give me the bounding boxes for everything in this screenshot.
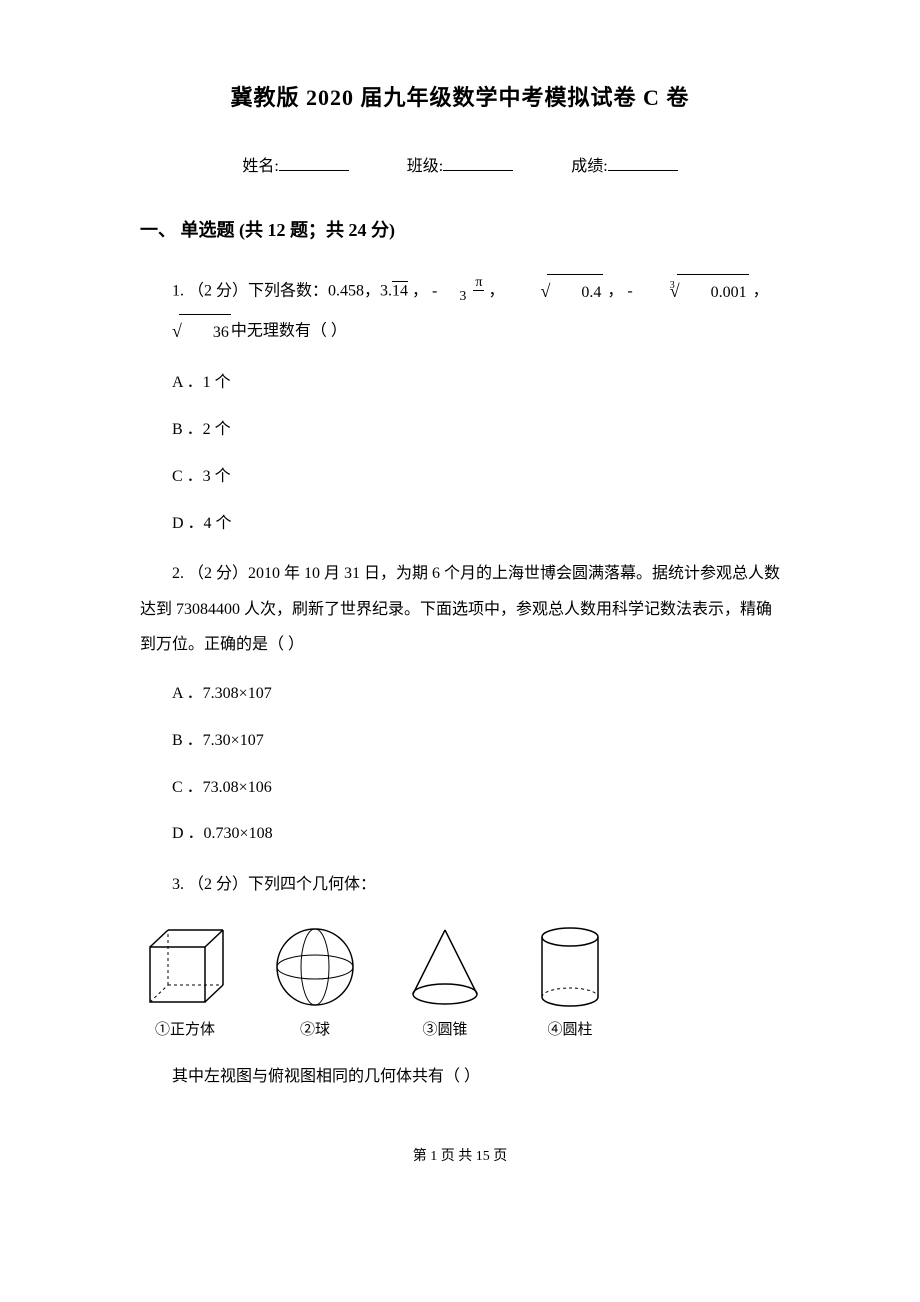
- q1-mid4: ，: [749, 282, 769, 299]
- q1-repeating: 14: [392, 282, 408, 299]
- fig2-label: ②球: [300, 1022, 330, 1038]
- q1-mid1: ， -: [408, 282, 441, 299]
- q1-suffix: 中无理数有（ ）: [231, 322, 347, 339]
- score-blank[interactable]: [608, 154, 678, 171]
- q1-option-a: A ．1 个: [172, 369, 780, 398]
- question-3: 3. （2 分）下列四个几何体：: [140, 867, 780, 902]
- q1-option-b: B ．2 个: [172, 416, 780, 445]
- student-info-line: 姓名: 班级: 成绩:: [140, 152, 780, 176]
- name-blank[interactable]: [279, 154, 349, 171]
- score-label: 成绩:: [571, 158, 607, 175]
- q1-sqrt2: √36: [140, 312, 231, 352]
- fig4-label: ④圆柱: [547, 1022, 592, 1038]
- q1-mid3: ， -: [603, 282, 632, 299]
- fig1-label: ①正方体: [155, 1022, 215, 1038]
- q2-option-d: D ．0.730×108: [172, 820, 780, 849]
- q3-text: 3. （2 分）下列四个几何体：: [172, 876, 376, 893]
- q2-option-a: A ．7.308×107: [172, 680, 780, 709]
- q2-option-b: B ．7.30×107: [172, 727, 780, 756]
- question-3-followup: 其中左视图与俯视图相同的几何体共有（ ）: [140, 1059, 780, 1094]
- fig3-label: ③圆锥: [422, 1022, 467, 1038]
- cube-icon: [140, 922, 230, 1012]
- q1-cbrt: 3√0.001: [633, 272, 749, 312]
- cylinder-icon: [530, 922, 610, 1012]
- figure-cylinder: ④圆柱: [530, 922, 610, 1039]
- question-1: 1. （2 分）下列各数：0.458，3.14 ， - π3 ， √0.4 ， …: [140, 272, 780, 351]
- q1-option-d: D ．4 个: [172, 510, 780, 539]
- class-label: 班级:: [407, 158, 443, 175]
- q1-mid2: ，: [484, 282, 508, 299]
- q1-option-c: C ．3 个: [172, 463, 780, 492]
- q1-fraction: π3: [441, 276, 484, 304]
- q1-sqrt1: √0.4: [508, 272, 603, 312]
- name-label: 姓名:: [242, 158, 278, 175]
- figure-cube: ①正方体: [140, 922, 230, 1039]
- exam-title: 冀教版 2020 届九年级数学中考模拟试卷 C 卷: [140, 80, 780, 112]
- sphere-icon: [270, 922, 360, 1012]
- figures-row: ①正方体 ②球 ③圆锥 ④圆柱: [140, 922, 780, 1039]
- cone-icon: [400, 922, 490, 1012]
- question-2: 2. （2 分）2010 年 10 月 31 日，为期 6 个月的上海世博会圆满…: [140, 556, 780, 662]
- page-footer: 第 1 页 共 15 页: [140, 1145, 780, 1165]
- figure-sphere: ②球: [270, 922, 360, 1039]
- q2-option-c: C ．73.08×106: [172, 774, 780, 803]
- q2-text: 2. （2 分）2010 年 10 月 31 日，为期 6 个月的上海世博会圆满…: [140, 565, 780, 652]
- figure-cone: ③圆锥: [400, 922, 490, 1039]
- q1-text-prefix: 1. （2 分）下列各数：0.458，3.: [172, 282, 392, 299]
- class-blank[interactable]: [443, 154, 513, 171]
- section-1-header: 一、 单选题 (共 12 题；共 24 分): [140, 216, 780, 242]
- q3-followup-text: 其中左视图与俯视图相同的几何体共有（ ）: [172, 1068, 480, 1085]
